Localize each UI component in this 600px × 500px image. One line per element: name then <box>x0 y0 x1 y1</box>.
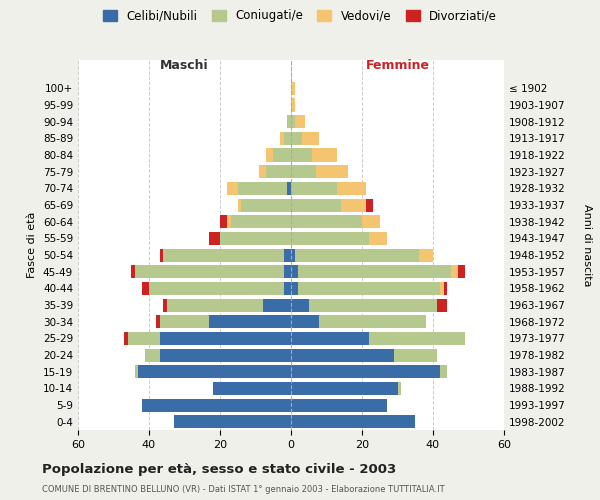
Bar <box>291 198 341 211</box>
Bar <box>227 215 230 228</box>
Bar <box>440 365 447 378</box>
Bar <box>238 182 287 195</box>
Bar <box>291 382 398 395</box>
Bar <box>291 282 298 295</box>
Bar <box>167 298 263 312</box>
Bar <box>156 315 160 328</box>
Bar <box>160 348 291 362</box>
Bar <box>284 282 291 295</box>
Bar <box>213 382 291 395</box>
Bar <box>302 132 319 145</box>
Bar <box>241 198 291 211</box>
Bar <box>284 248 291 262</box>
Bar <box>263 298 291 312</box>
Bar <box>291 248 295 262</box>
Bar <box>238 198 241 211</box>
Bar <box>291 265 298 278</box>
Bar <box>163 298 167 312</box>
Y-axis label: Anni di nascita: Anni di nascita <box>582 204 592 286</box>
Bar <box>437 298 447 312</box>
Bar <box>124 332 128 345</box>
Bar <box>287 115 291 128</box>
Bar <box>291 348 394 362</box>
Bar <box>458 265 465 278</box>
Bar <box>298 265 451 278</box>
Bar <box>291 298 309 312</box>
Bar <box>128 332 160 345</box>
Bar <box>291 148 313 162</box>
Bar <box>209 315 291 328</box>
Bar <box>291 98 295 112</box>
Bar <box>135 265 284 278</box>
Bar <box>362 215 380 228</box>
Bar <box>295 248 419 262</box>
Bar <box>160 248 163 262</box>
Bar <box>394 348 437 362</box>
Bar <box>369 332 465 345</box>
Bar <box>316 165 348 178</box>
Bar <box>291 398 387 411</box>
Bar <box>280 132 284 145</box>
Bar <box>313 148 337 162</box>
Bar <box>291 165 316 178</box>
Bar <box>209 232 220 245</box>
Bar <box>135 365 139 378</box>
Bar <box>319 315 426 328</box>
Bar <box>291 182 337 195</box>
Bar <box>160 332 291 345</box>
Bar <box>266 165 291 178</box>
Bar <box>220 232 291 245</box>
Bar <box>298 282 440 295</box>
Bar <box>369 232 387 245</box>
Bar <box>287 182 291 195</box>
Bar <box>341 198 365 211</box>
Y-axis label: Fasce di età: Fasce di età <box>28 212 37 278</box>
Bar <box>291 315 319 328</box>
Legend: Celibi/Nubili, Coniugati/e, Vedovi/e, Divorziati/e: Celibi/Nubili, Coniugati/e, Vedovi/e, Di… <box>99 6 501 26</box>
Bar <box>291 332 369 345</box>
Text: Popolazione per età, sesso e stato civile - 2003: Popolazione per età, sesso e stato civil… <box>42 462 396 475</box>
Bar <box>291 232 369 245</box>
Bar <box>230 215 291 228</box>
Bar <box>398 382 401 395</box>
Bar <box>220 215 227 228</box>
Bar <box>149 282 284 295</box>
Bar <box>295 115 305 128</box>
Bar <box>291 82 295 95</box>
Text: Femmine: Femmine <box>365 60 430 72</box>
Text: Maschi: Maschi <box>160 60 209 72</box>
Bar <box>291 132 302 145</box>
Bar <box>309 298 437 312</box>
Bar <box>419 248 433 262</box>
Bar <box>142 282 149 295</box>
Bar <box>259 165 266 178</box>
Bar <box>284 132 291 145</box>
Bar <box>284 265 291 278</box>
Bar <box>337 182 365 195</box>
Bar <box>291 115 295 128</box>
Bar <box>291 415 415 428</box>
Bar <box>131 265 135 278</box>
Bar <box>227 182 238 195</box>
Bar <box>365 198 373 211</box>
Bar <box>160 315 209 328</box>
Bar <box>451 265 458 278</box>
Bar <box>443 282 447 295</box>
Bar <box>266 148 273 162</box>
Text: COMUNE DI BRENTINO BELLUNO (VR) - Dati ISTAT 1° gennaio 2003 - Elaborazione TUTT: COMUNE DI BRENTINO BELLUNO (VR) - Dati I… <box>42 485 445 494</box>
Bar <box>142 398 291 411</box>
Bar <box>145 348 160 362</box>
Bar <box>291 365 440 378</box>
Bar <box>174 415 291 428</box>
Bar <box>291 215 362 228</box>
Bar <box>273 148 291 162</box>
Bar <box>139 365 291 378</box>
Bar <box>440 282 443 295</box>
Bar <box>163 248 284 262</box>
